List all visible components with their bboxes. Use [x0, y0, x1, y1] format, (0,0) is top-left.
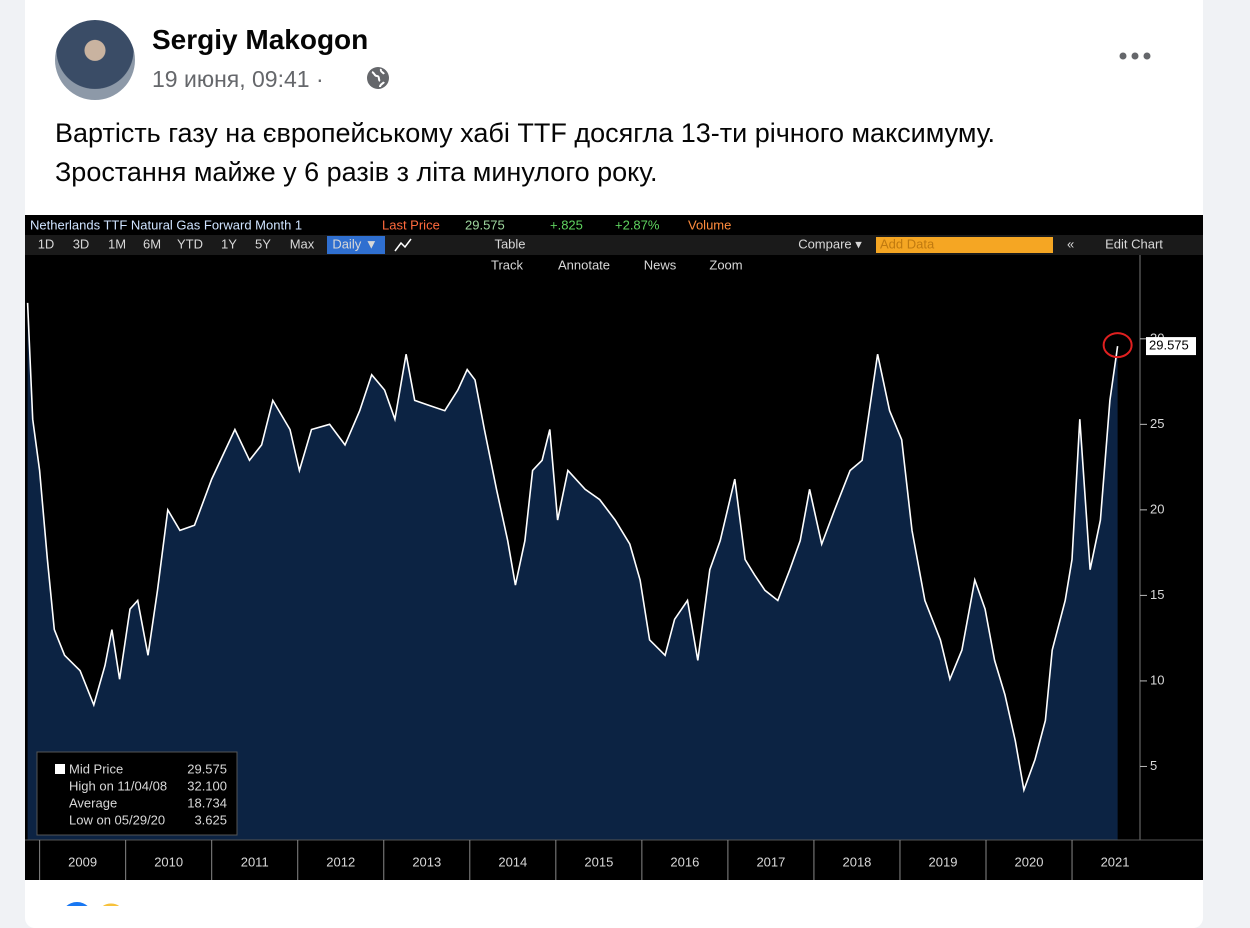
- tool-button[interactable]: News: [644, 257, 677, 272]
- tool-button[interactable]: Track: [491, 257, 524, 272]
- highlight-circle: [1102, 332, 1133, 359]
- legend-label: Mid Price: [69, 761, 123, 776]
- page: Sergiy Makogon 19 июня, 09:41 · Вартість…: [25, 0, 1203, 928]
- x-tick-label: 2013: [412, 854, 441, 869]
- header-text: Netherlands TTF Natural Gas Forward Mont…: [30, 217, 302, 232]
- tool-button[interactable]: Annotate: [558, 257, 610, 272]
- reactions[interactable]: [55, 880, 155, 906]
- chart: Netherlands TTF Natural Gas Forward Mont…: [25, 215, 1203, 880]
- legend-value: 32.100: [187, 778, 227, 793]
- globe-icon: [367, 67, 389, 89]
- x-tick-label: 2021: [1101, 854, 1130, 869]
- x-tick-label: 2009: [68, 854, 97, 869]
- y-tick-label: 10: [1150, 672, 1164, 687]
- y-tick-label: 20: [1150, 501, 1164, 516]
- more-button[interactable]: [1115, 46, 1159, 66]
- x-tick-label: 2019: [929, 854, 958, 869]
- legend-label: Low on 05/29/20: [69, 812, 165, 827]
- add-data-box[interactable]: [876, 237, 1053, 253]
- price-line: [26, 302, 1119, 794]
- toolbar-button[interactable]: 6M: [143, 236, 161, 251]
- toolbar-active: [327, 236, 385, 254]
- x-tick-label: 2010: [154, 854, 183, 869]
- x-tick-label: 2012: [326, 854, 355, 869]
- toolbar-button[interactable]: 1Y: [221, 236, 237, 251]
- author-name[interactable]: Sergiy Makogon: [152, 24, 369, 55]
- header-text: +.825: [550, 217, 583, 232]
- toolbar-button[interactable]: 5Y: [255, 236, 271, 251]
- price-tag: [1146, 337, 1196, 356]
- avatar[interactable]: [55, 20, 135, 100]
- price-tag-label: 29.575: [1149, 338, 1189, 353]
- legend-value: 18.734: [187, 795, 227, 810]
- y-tick-label: 25: [1150, 416, 1164, 431]
- toolbar-button[interactable]: 1M: [108, 236, 126, 251]
- toolbar-button[interactable]: Table: [494, 236, 525, 251]
- post-text: Зростання майже у 6 разів з літа минулог…: [55, 157, 658, 187]
- toolbar-button[interactable]: Max: [290, 236, 315, 251]
- legend-value: 3.625: [194, 812, 227, 827]
- header-text: Last Price: [382, 217, 440, 232]
- legend-label: High on 11/04/08: [69, 778, 167, 793]
- legend-box: [36, 751, 238, 836]
- toolbar-right[interactable]: Compare ▾: [798, 236, 862, 251]
- legend-value: 29.575: [187, 761, 227, 776]
- x-tick-label: 2020: [1015, 854, 1044, 869]
- toolbar-button[interactable]: 1D: [38, 236, 55, 251]
- header-text: 29.575: [465, 217, 505, 232]
- legend-label: Average: [69, 795, 117, 810]
- post-text: Вартість газу на європейському хабі TTF …: [55, 118, 995, 148]
- x-tick-label: 2017: [756, 854, 785, 869]
- x-tick-label: 2015: [584, 854, 613, 869]
- toolbar-button[interactable]: YTD: [177, 236, 203, 251]
- edit-chart[interactable]: Edit Chart: [1105, 236, 1163, 251]
- toolbar-button[interactable]: Daily ▼: [332, 236, 377, 251]
- y-tick-label: 15: [1150, 587, 1164, 602]
- chart-icon: [394, 238, 412, 252]
- toolbar-button[interactable]: 3D: [73, 236, 90, 251]
- toolbar-icon: «: [1067, 236, 1074, 251]
- header-text: Volume: [688, 217, 731, 232]
- x-tick-label: 2011: [241, 854, 269, 869]
- post-date[interactable]: 19 июня, 09:41 ·: [152, 66, 324, 92]
- x-tick-label: 2018: [842, 854, 871, 869]
- x-tick-label: 2014: [498, 854, 527, 869]
- x-tick-label: 2016: [670, 854, 699, 869]
- tool-button[interactable]: Zoom: [709, 257, 742, 272]
- header-text: +2.87%: [615, 217, 660, 232]
- y-tick-label: 5: [1150, 758, 1157, 773]
- legend-swatch: [55, 764, 65, 774]
- add-data: Add Data: [880, 236, 935, 251]
- area: [27, 302, 1118, 840]
